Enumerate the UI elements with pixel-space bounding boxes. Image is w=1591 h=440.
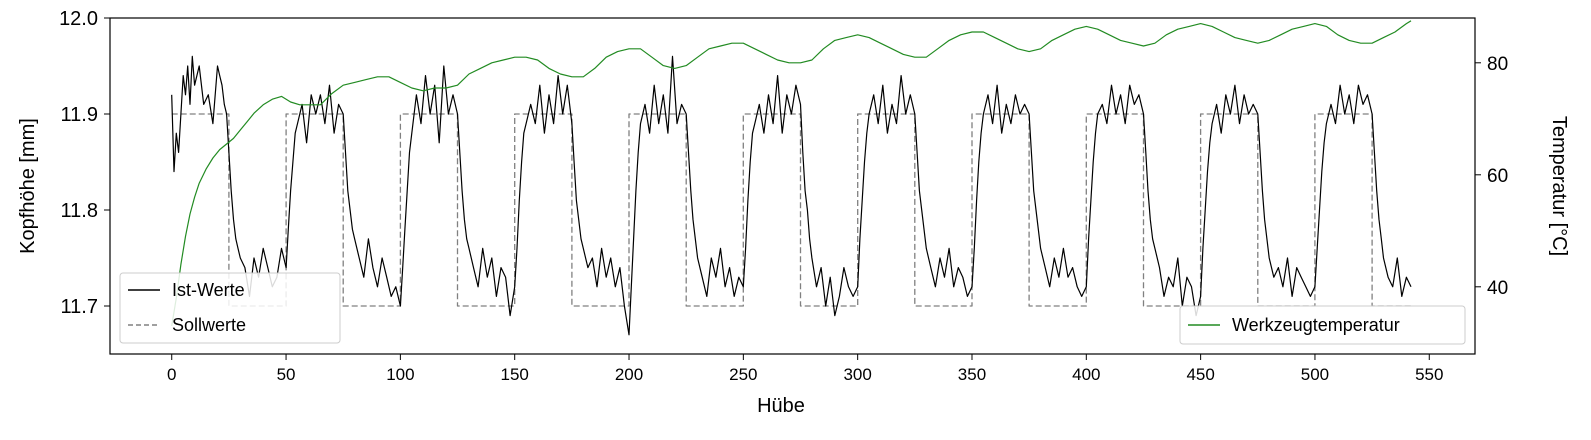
legend-ist-werte-label: Ist-Werte bbox=[172, 280, 245, 300]
y-right-tick-label: 60 bbox=[1487, 166, 1508, 187]
y-right-tick-label: 40 bbox=[1487, 278, 1508, 299]
x-tick-label: 450 bbox=[1186, 365, 1214, 384]
x-tick-label: 500 bbox=[1301, 365, 1329, 384]
x-tick-label: 150 bbox=[501, 365, 529, 384]
plot-frame bbox=[109, 17, 1476, 355]
x-tick-label: 550 bbox=[1415, 365, 1443, 384]
y-left-axis-ticks: 11.7 11.8 11.9 12.0 bbox=[59, 8, 110, 318]
series-line-sollwerte bbox=[171, 113, 1411, 307]
x-axis-ticks: 0 50 100 150 200 250 300 350 400 450 500 550 bbox=[167, 354, 1443, 384]
y-left-axis-label: Kopfhöhe [mm] bbox=[17, 118, 39, 254]
x-tick-label: 400 bbox=[1072, 365, 1100, 384]
y-left-tick-label: 12.0 bbox=[59, 8, 98, 30]
y-right-axis-ticks: 40 60 80 bbox=[1475, 54, 1508, 299]
legend-left: Ist-Werte Sollwerte bbox=[119, 272, 341, 344]
y-left-tick-label: 11.7 bbox=[61, 296, 98, 318]
x-tick-label: 100 bbox=[386, 365, 414, 384]
y-right-tick-label: 80 bbox=[1487, 54, 1508, 75]
x-tick-label: 250 bbox=[729, 365, 757, 384]
x-tick-label: 300 bbox=[843, 365, 871, 384]
y-left-tick-label: 11.8 bbox=[61, 200, 98, 222]
y-left-tick-label: 11.9 bbox=[61, 104, 98, 126]
x-tick-label: 350 bbox=[958, 365, 986, 384]
series-group bbox=[171, 20, 1412, 336]
series-line-werkzeugtemperatur bbox=[171, 20, 1412, 327]
legend-right-box bbox=[1179, 305, 1466, 345]
y-right-axis-label: Temperatur [°C] bbox=[1548, 116, 1570, 256]
legend-right: Werkzeugtemperatur bbox=[1179, 305, 1466, 345]
x-axis-label: Hübe bbox=[757, 395, 805, 417]
legend-sollwerte-label: Sollwerte bbox=[172, 315, 246, 335]
legend-werkzeugtemperatur-label: Werkzeugtemperatur bbox=[1232, 315, 1400, 335]
legend-left-box bbox=[119, 272, 341, 344]
x-tick-label: 50 bbox=[277, 365, 296, 384]
x-tick-label: 200 bbox=[615, 365, 643, 384]
x-tick-label: 0 bbox=[167, 365, 176, 384]
series-line-ist-werte bbox=[171, 55, 1412, 336]
